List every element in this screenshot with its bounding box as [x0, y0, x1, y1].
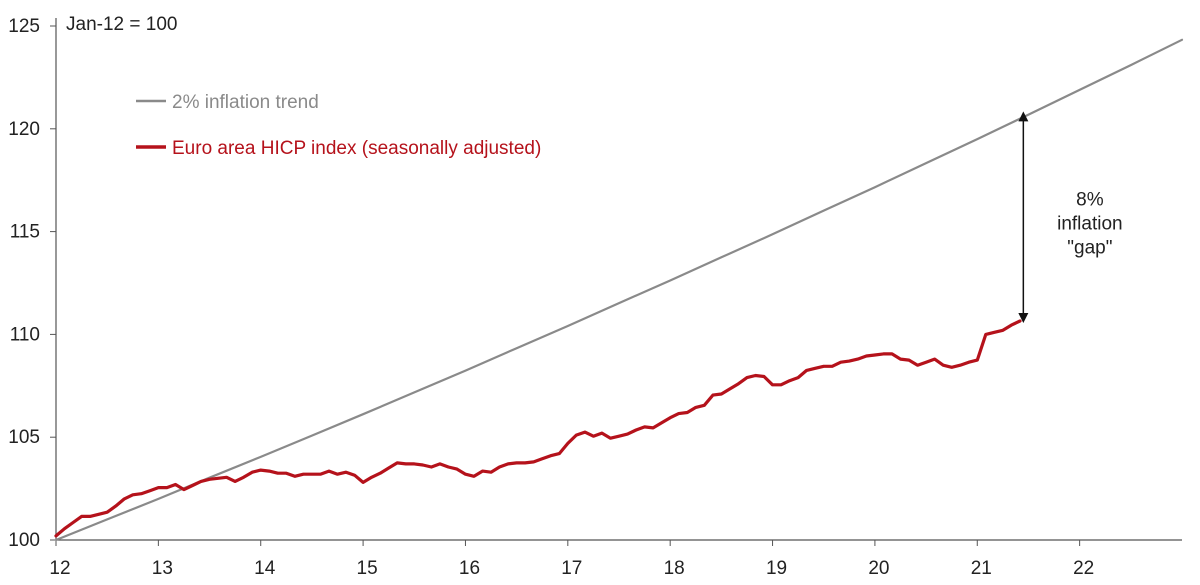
x-tick-label: 17	[561, 558, 582, 579]
legend-label-hicp: Euro area HICP index (seasonally adjuste…	[172, 138, 541, 159]
x-tick-label: 21	[971, 558, 992, 579]
x-tick-label: 22	[1073, 558, 1094, 579]
unit-label: Jan-12 = 100	[66, 14, 177, 35]
x-tick-label: 19	[766, 558, 787, 579]
legend: 2% inflation trend Euro area HICP index …	[136, 92, 541, 159]
y-tick-label: 120	[8, 119, 40, 140]
annotation: 8% inflation "gap"	[1018, 111, 1123, 324]
series-line-hicp	[54, 319, 1022, 538]
y-tick-label: 110	[10, 324, 40, 345]
legend-label-trend: 2% inflation trend	[172, 92, 319, 113]
x-tick-label: 12	[49, 558, 70, 579]
axes: 100 105 110 115 120 125 12 13 14 15 16 17 18 19 20 21 22	[8, 16, 1182, 579]
series-line-trend	[54, 38, 1184, 542]
x-tick-label: 20	[868, 558, 889, 579]
y-tick-label: 125	[8, 16, 40, 37]
y-tick-label: 100	[8, 530, 40, 551]
x-tick-label: 18	[664, 558, 685, 579]
y-tick-label: 105	[8, 427, 40, 448]
x-tick-label: 15	[357, 558, 378, 579]
x-tick-label: 13	[152, 558, 173, 579]
annotation-text-line: "gap"	[1067, 237, 1112, 258]
y-tick-label: 115	[10, 222, 40, 243]
series-layer	[54, 38, 1184, 542]
annotation-text-line: 8%	[1076, 189, 1104, 210]
x-tick-label: 16	[459, 558, 480, 579]
annotation-text-line: inflation	[1057, 213, 1123, 234]
x-tick-label: 14	[254, 558, 276, 579]
